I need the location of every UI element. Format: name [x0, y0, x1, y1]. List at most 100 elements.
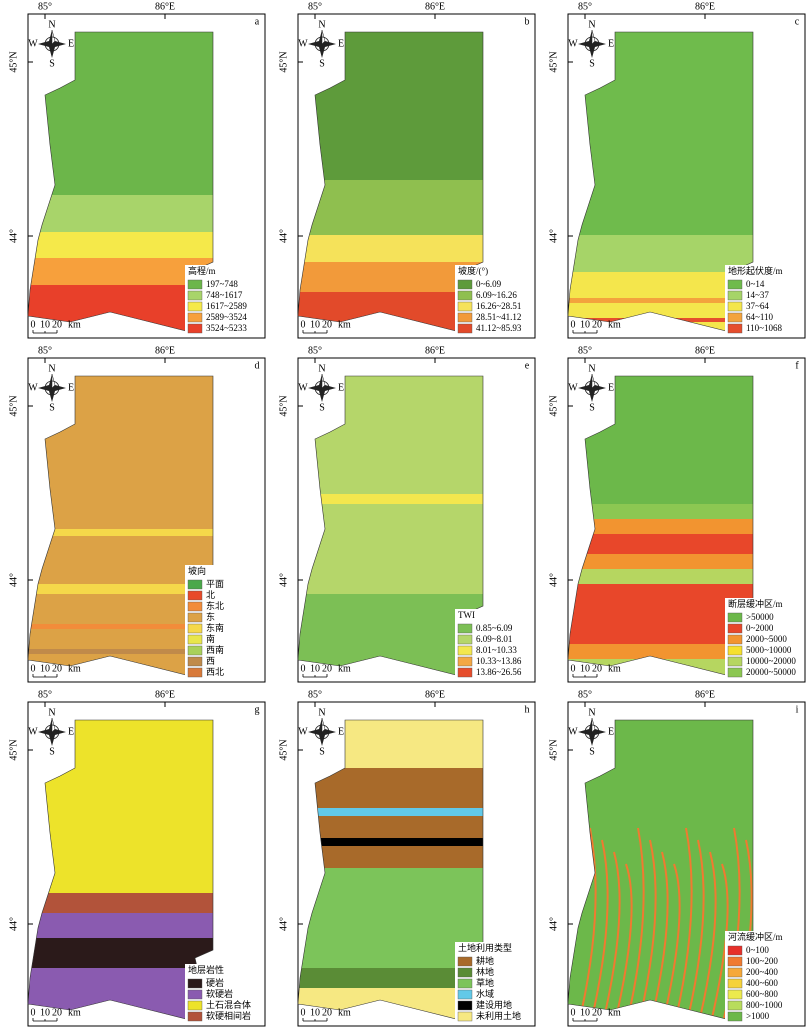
legend-swatch: [457, 978, 473, 989]
scale-label: 20: [592, 319, 602, 330]
map-zone: [568, 235, 753, 272]
map-area: [28, 720, 213, 1020]
map-zone: [298, 768, 483, 868]
scale-unit: km: [608, 319, 621, 330]
legend-label: 0.85~6.09: [476, 623, 513, 633]
lon-label: 85°: [578, 689, 592, 700]
legend-title: 地层岩性: [188, 964, 224, 975]
legend-label: 东: [206, 611, 215, 622]
compass-ring: [314, 380, 330, 396]
legend-swatch: [457, 956, 473, 967]
legend-swatch: [727, 667, 743, 678]
river: [711, 863, 729, 1019]
map-zone: [298, 868, 483, 968]
legend-swatch: [727, 656, 743, 667]
scale-label: 20: [592, 663, 602, 674]
scale-label: 20: [322, 663, 332, 674]
legend-label: 5000~10000: [746, 645, 792, 655]
scale-label: 10: [310, 1007, 320, 1018]
river: [663, 863, 681, 1019]
lat-label: 45°N: [8, 51, 19, 72]
compass-s: S: [319, 402, 325, 413]
map-zone: [28, 584, 213, 594]
lat-label: 44°: [548, 917, 559, 931]
compass-s: S: [319, 746, 325, 757]
legend-label: >1000: [746, 1011, 770, 1021]
legend-label: 耕地: [476, 955, 494, 966]
river: [591, 839, 609, 1019]
scale-label: 10: [40, 319, 50, 330]
lon-label: 86°E: [695, 1, 715, 12]
legend-swatch: [457, 1011, 473, 1022]
compass-ring: [44, 36, 60, 52]
scale-unit: km: [608, 1007, 621, 1018]
legend-swatch: [187, 301, 203, 312]
lat-label: 44°: [278, 573, 289, 587]
map-panel: 85° 86°E 45°N 44° f N S E W 0 10 20 km 断层缓冲区/m >500000…: [548, 345, 806, 683]
scale-bar: [572, 674, 598, 678]
lon-label: 86°E: [425, 345, 445, 356]
lon-label: 85°: [308, 345, 322, 356]
map-area: [568, 376, 753, 676]
lon-label: 85°: [308, 689, 322, 700]
legend-swatch: [457, 656, 473, 667]
lon-label: 86°E: [425, 689, 445, 700]
compass-ring: [44, 724, 60, 740]
compass-w: W: [298, 38, 308, 49]
legend-swatch: [457, 667, 473, 678]
compass-n: N: [318, 19, 325, 30]
map-zone: [568, 554, 753, 569]
map-zone: [568, 569, 753, 584]
legend-label: 林地: [476, 966, 494, 977]
scale-label: 20: [52, 1007, 62, 1018]
lat-label: 44°: [278, 917, 289, 931]
compass-n: N: [588, 707, 595, 718]
legend-label: 10.33~13.86: [476, 656, 522, 666]
compass-n: N: [48, 363, 55, 374]
legend-swatch: [187, 645, 203, 656]
compass-s: S: [49, 402, 55, 413]
scale-unit: km: [608, 663, 621, 674]
map-area: [298, 32, 483, 332]
legend-label: 8.01~10.33: [476, 645, 517, 655]
compass: N S E W: [568, 707, 614, 757]
compass-w: W: [568, 726, 578, 737]
map-zone: [568, 534, 753, 554]
compass-e: E: [608, 382, 614, 393]
legend-swatch: [727, 945, 743, 956]
legend-title: TWI: [458, 610, 475, 620]
panel-letter: f: [795, 360, 799, 371]
legend-label: 6.09~16.26: [476, 290, 517, 300]
panel-letter: d: [255, 360, 260, 371]
legend-swatch: [727, 323, 743, 334]
legend-swatch: [727, 301, 743, 312]
legend-label: 41.12~85.93: [476, 323, 522, 333]
legend-label: 水域: [476, 988, 494, 999]
legend-label: 东北: [206, 600, 224, 611]
legend-title: 地形起伏度/m: [728, 265, 783, 276]
scale-unit: km: [68, 663, 81, 674]
compass-n: N: [48, 707, 55, 718]
lat-label: 44°: [278, 229, 289, 243]
lon-label: 86°E: [155, 1, 175, 12]
legend-swatch: [187, 1000, 203, 1011]
lon-label: 86°E: [155, 689, 175, 700]
legend-swatch: [187, 634, 203, 645]
lon-label: 85°: [38, 689, 52, 700]
scale-bar: [302, 1018, 328, 1022]
map-zone: [28, 893, 213, 913]
legend-swatch: [727, 978, 743, 989]
compass: N S E W: [298, 19, 344, 69]
compass-n: N: [48, 19, 55, 30]
scale-unit: km: [338, 663, 351, 674]
scale-label: 10: [40, 1007, 50, 1018]
map-zone: [28, 529, 213, 536]
lat-label: 44°: [8, 573, 19, 587]
scale-label: 10: [40, 663, 50, 674]
legend-swatch: [457, 634, 473, 645]
compass-w: W: [298, 726, 308, 737]
compass-w: W: [28, 382, 38, 393]
legend-label: 13.86~26.56: [476, 667, 522, 677]
scale-bar: [32, 674, 58, 678]
